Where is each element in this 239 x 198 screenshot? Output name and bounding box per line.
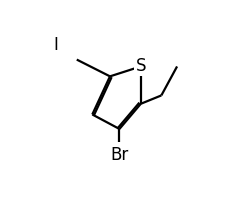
Text: S: S: [136, 57, 146, 75]
Text: I: I: [53, 36, 58, 54]
Text: Br: Br: [110, 146, 129, 164]
